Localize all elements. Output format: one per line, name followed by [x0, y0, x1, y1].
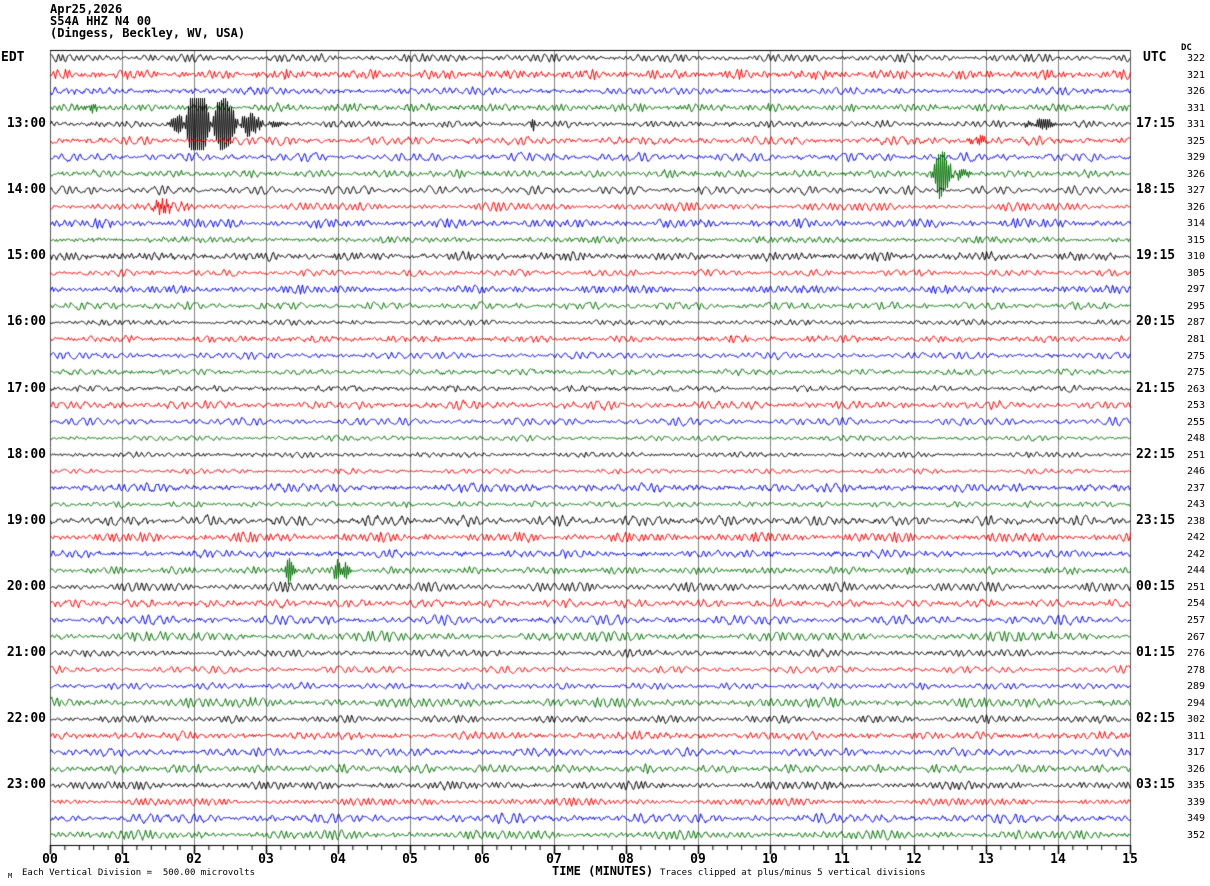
edt-hour-label: 14:00 — [6, 182, 46, 198]
utc-hour-label: 21:15 — [1136, 380, 1176, 396]
edt-hour-label: 15:00 — [6, 248, 46, 264]
x-axis-tick-label: 08 — [618, 852, 634, 867]
edt-hour-label: 20:00 — [6, 578, 46, 594]
edt-hour-label: 22:00 — [6, 711, 46, 727]
edt-hour-label: 19:00 — [6, 512, 46, 528]
plot-date: Apr25,2026 — [50, 2, 123, 16]
dc-offset-value: 349 — [1186, 813, 1205, 825]
utc-hour-label: 20:15 — [1136, 314, 1176, 330]
x-axis-tick-label: 09 — [690, 852, 706, 867]
dc-offset-value: 275 — [1186, 367, 1205, 379]
dc-offset-value: 242 — [1186, 548, 1205, 560]
dc-offset-value: 295 — [1186, 300, 1205, 312]
dc-offset-value: 339 — [1186, 796, 1205, 808]
dc-offset-value: 289 — [1186, 681, 1205, 693]
x-axis-tick-label: 12 — [906, 852, 922, 867]
dc-offset-value: 302 — [1186, 714, 1205, 726]
dc-offset-value: 244 — [1186, 565, 1205, 577]
dc-offset-value: 331 — [1186, 119, 1205, 131]
x-axis-tick-label: 05 — [402, 852, 418, 867]
dc-offset-value: 322 — [1186, 53, 1205, 64]
x-axis-tick-label: 11 — [834, 852, 850, 867]
dc-offset-value: 329 — [1186, 152, 1205, 164]
utc-hour-label: 01:15 — [1136, 645, 1176, 661]
dc-offset-value: 248 — [1186, 433, 1205, 445]
dc-offset-value: 352 — [1186, 829, 1205, 841]
station-location: (Dingess, Beckley, WV, USA) — [50, 26, 246, 40]
x-axis-tick-label: 07 — [546, 852, 562, 867]
dc-column-header: DC — [1181, 43, 1192, 53]
utc-hour-label: 23:15 — [1136, 512, 1176, 528]
dc-offset-value: 253 — [1186, 400, 1205, 412]
utc-hour-label: 17:15 — [1136, 116, 1176, 132]
left-timezone-label: EDT — [1, 50, 25, 65]
dc-offset-value: 257 — [1186, 615, 1205, 627]
dc-offset-value: 263 — [1186, 383, 1205, 395]
edt-hour-label: 18:00 — [6, 446, 46, 462]
clip-note: Traces clipped at plus/minus 5 vertical … — [660, 868, 926, 878]
dc-offset-value: 315 — [1186, 234, 1205, 246]
utc-hour-label: 03:15 — [1136, 777, 1176, 793]
x-axis-tick-label: 01 — [114, 852, 130, 867]
dc-offset-value: 310 — [1186, 251, 1205, 263]
dc-offset-value: 321 — [1186, 69, 1205, 81]
corner-mark: M — [8, 872, 13, 880]
dc-offset-value: 327 — [1186, 185, 1205, 197]
edt-hour-label: 13:00 — [6, 116, 46, 132]
x-axis-tick-label: 10 — [762, 852, 778, 867]
utc-hour-label: 22:15 — [1136, 446, 1176, 462]
dc-offset-value: 276 — [1186, 648, 1205, 660]
dc-offset-value: 297 — [1186, 284, 1205, 296]
dc-offset-value: 242 — [1186, 532, 1205, 544]
edt-hour-label: 23:00 — [6, 777, 46, 793]
dc-offset-value: 326 — [1186, 201, 1205, 213]
dc-offset-value: 267 — [1186, 631, 1205, 643]
x-axis-title: TIME (MINUTES) — [552, 864, 654, 878]
edt-hour-label: 16:00 — [6, 314, 46, 330]
utc-hour-label: 19:15 — [1136, 248, 1176, 264]
dc-offset-value: 246 — [1186, 466, 1205, 478]
dc-offset-value: 305 — [1186, 267, 1205, 279]
utc-hour-label: 18:15 — [1136, 182, 1176, 198]
edt-hour-label: 21:00 — [6, 645, 46, 661]
dc-offset-value: 294 — [1186, 697, 1205, 709]
edt-hour-label: 17:00 — [6, 380, 46, 396]
dc-offset-value: 254 — [1186, 598, 1205, 610]
dc-offset-value: 275 — [1186, 350, 1205, 362]
dc-offset-value: 287 — [1186, 317, 1205, 329]
x-axis-tick-label: 06 — [474, 852, 490, 867]
x-axis-tick-label: 02 — [186, 852, 202, 867]
dc-offset-value: 281 — [1186, 334, 1205, 345]
dc-offset-value: 314 — [1186, 218, 1205, 230]
dc-offset-value: 251 — [1186, 449, 1205, 461]
x-axis-tick-label: 04 — [330, 852, 346, 867]
dc-offset-value: 326 — [1186, 86, 1205, 98]
dc-offset-value: 335 — [1186, 780, 1205, 792]
station-id: S54A HHZ N4 00 — [50, 14, 152, 28]
right-timezone-label: UTC — [1143, 50, 1167, 65]
dc-offset-value: 325 — [1186, 135, 1205, 147]
x-axis-tick-label: 13 — [978, 852, 994, 867]
x-axis-tick-label: 03 — [258, 852, 274, 867]
dc-offset-value: 331 — [1186, 102, 1205, 114]
dc-offset-value: 317 — [1186, 747, 1205, 759]
dc-offset-value: 278 — [1186, 664, 1205, 676]
x-axis-tick-label: 14 — [1050, 852, 1066, 867]
dc-offset-value: 326 — [1186, 763, 1205, 775]
dc-offset-value: 326 — [1186, 168, 1205, 180]
utc-hour-label: 00:15 — [1136, 578, 1176, 594]
dc-offset-value: 251 — [1186, 581, 1205, 593]
utc-hour-label: 02:15 — [1136, 711, 1176, 727]
x-axis-tick-label: 00 — [42, 852, 58, 867]
dc-offset-value: 311 — [1186, 730, 1205, 742]
dc-offset-value: 238 — [1186, 515, 1205, 527]
dc-offset-value: 243 — [1186, 499, 1205, 511]
scale-note: Each Vertical Division = 500.00 microvol… — [22, 868, 255, 878]
dc-offset-value: 255 — [1186, 416, 1205, 428]
x-axis-tick-label: 15 — [1122, 852, 1138, 867]
dc-offset-value: 237 — [1186, 482, 1205, 494]
